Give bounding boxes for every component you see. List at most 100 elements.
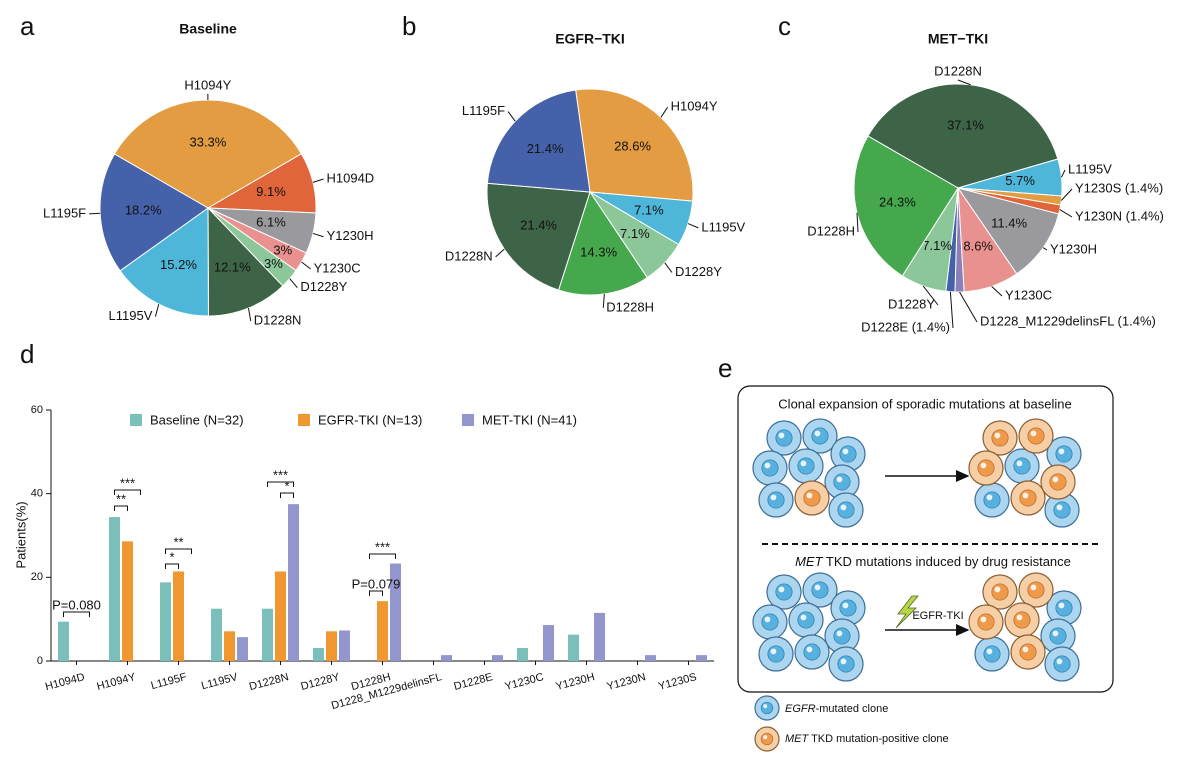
pie-slice [486,89,591,193]
cell-highlight [1052,476,1059,483]
cell-highlight [1022,492,1029,499]
bar [441,655,452,661]
bar [645,655,656,661]
legend-label: MET-TKI (N=41) [482,412,577,427]
value-label: 21.4% [527,141,564,156]
leader-line [154,303,160,317]
y-tick-label: 60 [31,404,43,416]
lightning-icon [895,595,919,629]
leader-line [664,262,673,273]
x-tick-label: D1228E [453,671,495,693]
slice-label: D1228_M1229delinsFL (1.4%) [980,313,1156,328]
significance-bracket [114,505,128,511]
bar [696,655,707,661]
pie-slice [557,190,648,296]
leader-line [312,232,324,238]
pie-slice [99,153,209,272]
leader-line [660,106,669,118]
slice-label: Y1230C [1005,287,1052,302]
bar-chart: 0 20 40 60 Patients(%) H1094D H1094Y L1195F L119… [13,404,714,712]
x-tick-label: Y1230N [606,671,648,693]
bar [262,608,273,661]
slice-label: L1195V [109,308,153,323]
cell-nucleus [1019,643,1037,661]
slice-label: Y1230N (1.4%) [1075,208,1164,223]
cell-nucleus [1053,655,1071,673]
bar [390,563,401,661]
cell-highlight [1016,460,1023,467]
leader-line [602,293,605,308]
cell-nucleus [837,655,855,673]
value-label: 37.1% [947,117,984,132]
significance-bracket [114,489,141,495]
pie-slice [853,135,959,277]
pie-chart: Baseline 33.3% H1094Y 9.1% H1094D 6.1% Y1230H 3… [43,21,374,328]
cell-nucleus [977,613,995,631]
cell-highlight [1030,584,1037,591]
slice-label: D1228Y [675,264,722,279]
cell-nucleus [991,429,1009,447]
x-tick-label: L1195V [200,671,240,692]
cell-highlight [1056,504,1063,511]
cell-nucleus [1027,427,1045,445]
cell-highlight [814,584,821,591]
x-tick-label: D1228N [248,671,290,693]
slice-label: L1195F [43,205,86,220]
pie-slice [956,187,1060,275]
x-tick-label: H1094Y [96,671,138,693]
cell-highlight [763,735,768,740]
bar [313,648,324,661]
cell-highlight [994,586,1001,593]
value-label: 6.1% [256,215,286,230]
cell-nucleus [839,599,857,617]
cell-highlight [770,648,777,655]
cell-nucleus [991,583,1009,601]
slice-label: D1228Y [300,279,347,294]
significance-label: P=0.079 [352,576,401,591]
legend-label: EGFR-TKI (N=13) [318,412,422,427]
bar [160,582,171,661]
y-axis-label: Patients(%) [13,501,28,568]
cell-highlight [1056,658,1063,665]
cell-highlight [980,616,987,623]
cell-highlight [764,462,771,469]
leader-line [289,278,298,289]
cell-highlight [836,630,843,637]
cell-highlight [1016,614,1023,621]
slice-label: H1094Y [671,99,718,114]
panel-letter: e [718,353,732,383]
value-label: 28.6% [614,139,651,154]
leader-line [1061,169,1066,178]
pie-slice [113,99,303,209]
cell-nucleus [983,491,1001,509]
slice-label: H1094Y [184,77,231,92]
arrow-label: EGFR-TKI [912,610,963,622]
leader-line [507,111,516,122]
cell-highlight [800,614,807,621]
cell-highlight [986,494,993,501]
cell-highlight [763,704,768,709]
value-label: 14.3% [580,245,617,260]
value-label: 3% [273,243,292,258]
bar [173,571,184,661]
bar [339,630,350,661]
cell-nucleus [1055,445,1073,463]
value-label: 15.2% [160,257,197,272]
slice-label: D1228N [934,63,982,78]
bar [517,648,528,661]
panel-letter: c [778,11,791,41]
bar [568,634,579,661]
leader-line [247,308,252,322]
cell-highlight [1022,646,1029,653]
bar [109,517,120,661]
cell-highlight [800,460,807,467]
cell-highlight [980,462,987,469]
leader-line [991,286,1003,297]
cell-highlight [778,432,785,439]
cell-highlight [840,658,847,665]
x-tick-label: L1195F [150,671,189,692]
legend-label: Baseline (N=32) [150,412,244,427]
slice-label: Y1230H [1050,241,1097,256]
cell-nucleus [1055,599,1073,617]
x-tick-label: H1094D [44,671,86,693]
